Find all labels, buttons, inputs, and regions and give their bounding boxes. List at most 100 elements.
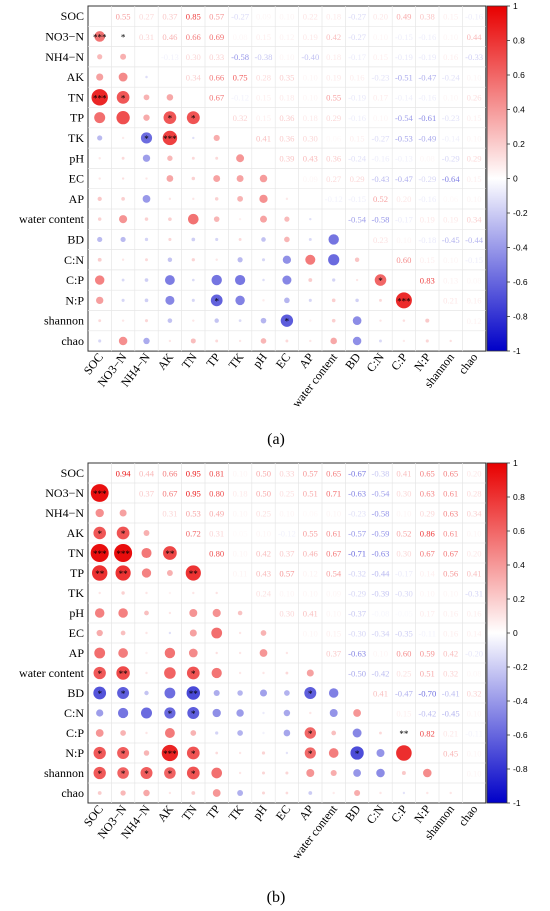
correlation-circle: [192, 136, 195, 140]
correlation-value-label: -0.15: [348, 194, 366, 204]
correlation-value-label: 0.61: [443, 488, 458, 498]
correlation-circle: [117, 687, 130, 699]
correlation-value-label: -0.39: [372, 588, 390, 598]
correlation-circle: [191, 156, 195, 160]
correlation-circle: [168, 591, 172, 595]
correlation-value-label: -0.44: [465, 235, 484, 245]
correlation-value-label: 0.22: [303, 11, 318, 21]
correlation-value-label: 0.10: [233, 508, 248, 518]
correlation-circle: [145, 258, 148, 262]
correlation-value-label: 0.60: [396, 648, 411, 658]
significance-mark: *: [144, 769, 149, 779]
correlation-value-label: 0.10: [373, 32, 388, 42]
correlation-value-label: -0.19: [395, 52, 413, 62]
correlation-circle: [93, 746, 106, 760]
correlation-value-label: 0.18: [326, 11, 341, 21]
correlation-value-label: 0.60: [396, 255, 411, 265]
significance-mark: *: [355, 749, 360, 759]
correlation-value-label: 0.20: [467, 548, 482, 558]
correlation-value-label: -0.71: [348, 548, 366, 558]
correlation-value-label: 0.67: [209, 93, 225, 103]
correlation-value-label: -0.40: [301, 52, 319, 62]
colorbar-tick-label: 0.2: [513, 139, 525, 149]
correlation-value-label: 0.49: [396, 11, 411, 21]
correlation-circle: [168, 217, 172, 221]
correlation-circle: [116, 526, 130, 540]
correlation-value-label: -0.23: [348, 508, 366, 518]
correlation-value-label: -0.05: [395, 608, 413, 618]
correlation-value-label: 0.67: [326, 548, 342, 558]
correlation-circle: [120, 236, 126, 243]
row-label: TN: [68, 90, 84, 104]
correlation-circle: [168, 237, 172, 241]
row-label: AP: [69, 646, 85, 660]
correlation-circle: [145, 731, 148, 735]
correlation-value-label: 0.56: [443, 568, 459, 578]
row-label: BD: [67, 686, 84, 700]
correlation-value-label: 0.18: [279, 93, 294, 103]
significance-mark: *: [214, 296, 219, 306]
correlation-circle: [379, 339, 382, 343]
correlation-circle: [423, 768, 432, 778]
correlation-value-label: 0.10: [303, 93, 318, 103]
correlation-circle: [121, 258, 125, 261]
correlation-circle: [121, 319, 125, 322]
correlation-circle: [211, 667, 222, 679]
correlation-value-label: 0.16: [467, 296, 483, 306]
row-label: C:P: [66, 726, 84, 740]
correlation-value-label: 0.10: [256, 528, 271, 538]
colorbar-tick-label: 1: [513, 458, 518, 468]
correlation-circle: [237, 690, 243, 696]
correlation-value-label: -0.57: [348, 528, 367, 538]
correlation-circle: [116, 90, 130, 104]
correlation-circle: [425, 339, 429, 343]
correlation-value-label: 0.61: [443, 528, 458, 538]
correlation-circle: [354, 789, 361, 797]
correlation-value-label: 0.17: [420, 608, 436, 618]
correlation-value-label: 0.19: [420, 214, 435, 224]
correlation-value-label: 0.41: [303, 608, 318, 618]
correlation-circle: [215, 258, 218, 261]
column-label: AP: [296, 350, 317, 371]
correlation-circle: [260, 215, 267, 223]
correlation-circle: [98, 177, 101, 180]
correlation-circle: [283, 729, 291, 737]
correlation-circle: [166, 175, 174, 182]
correlation-circle: [91, 89, 108, 106]
correlation-value-label: 0.59: [420, 648, 435, 658]
significance-mark: ***: [93, 549, 107, 559]
correlation-value-label: -0.19: [418, 52, 436, 62]
correlation-circle: [192, 319, 195, 322]
correlation-value-label: 0.16: [467, 608, 483, 618]
correlation-value-label: -0.64: [442, 174, 461, 184]
correlation-circle: [215, 156, 219, 160]
correlation-circle: [97, 196, 102, 201]
row-label: BD: [67, 232, 84, 246]
correlation-circle: [449, 791, 452, 795]
correlation-value-label: 0.31: [162, 508, 177, 518]
correlation-circle: [261, 258, 266, 262]
correlation-circle: [259, 194, 268, 204]
correlation-circle: [190, 730, 197, 736]
correlation-circle: [210, 294, 223, 307]
correlation-circle: [402, 791, 406, 795]
correlation-value-label: -0.53: [395, 133, 413, 143]
significance-mark: **: [165, 549, 175, 559]
correlation-value-label: 0.81: [209, 468, 224, 478]
column-label: BD: [342, 802, 364, 824]
column-label: AP: [296, 802, 317, 823]
correlation-value-label: -0.47: [395, 174, 414, 184]
colorbar: [486, 5, 508, 352]
significance-mark: *: [121, 529, 126, 539]
colorbar-tick-label: 0: [513, 174, 518, 184]
correlation-value-label: 0.11: [233, 568, 248, 578]
correlation-circle: [350, 746, 364, 760]
correlation-circle: [90, 543, 109, 563]
correlation-circle: [308, 238, 312, 241]
correlation-value-label: -0.23: [372, 72, 390, 82]
correlation-circle: [215, 237, 219, 241]
significance-mark: *: [191, 114, 196, 124]
correlation-circle: [167, 155, 173, 161]
correlation-circle: [211, 627, 223, 639]
correlation-value-label: 0.10: [303, 628, 318, 638]
